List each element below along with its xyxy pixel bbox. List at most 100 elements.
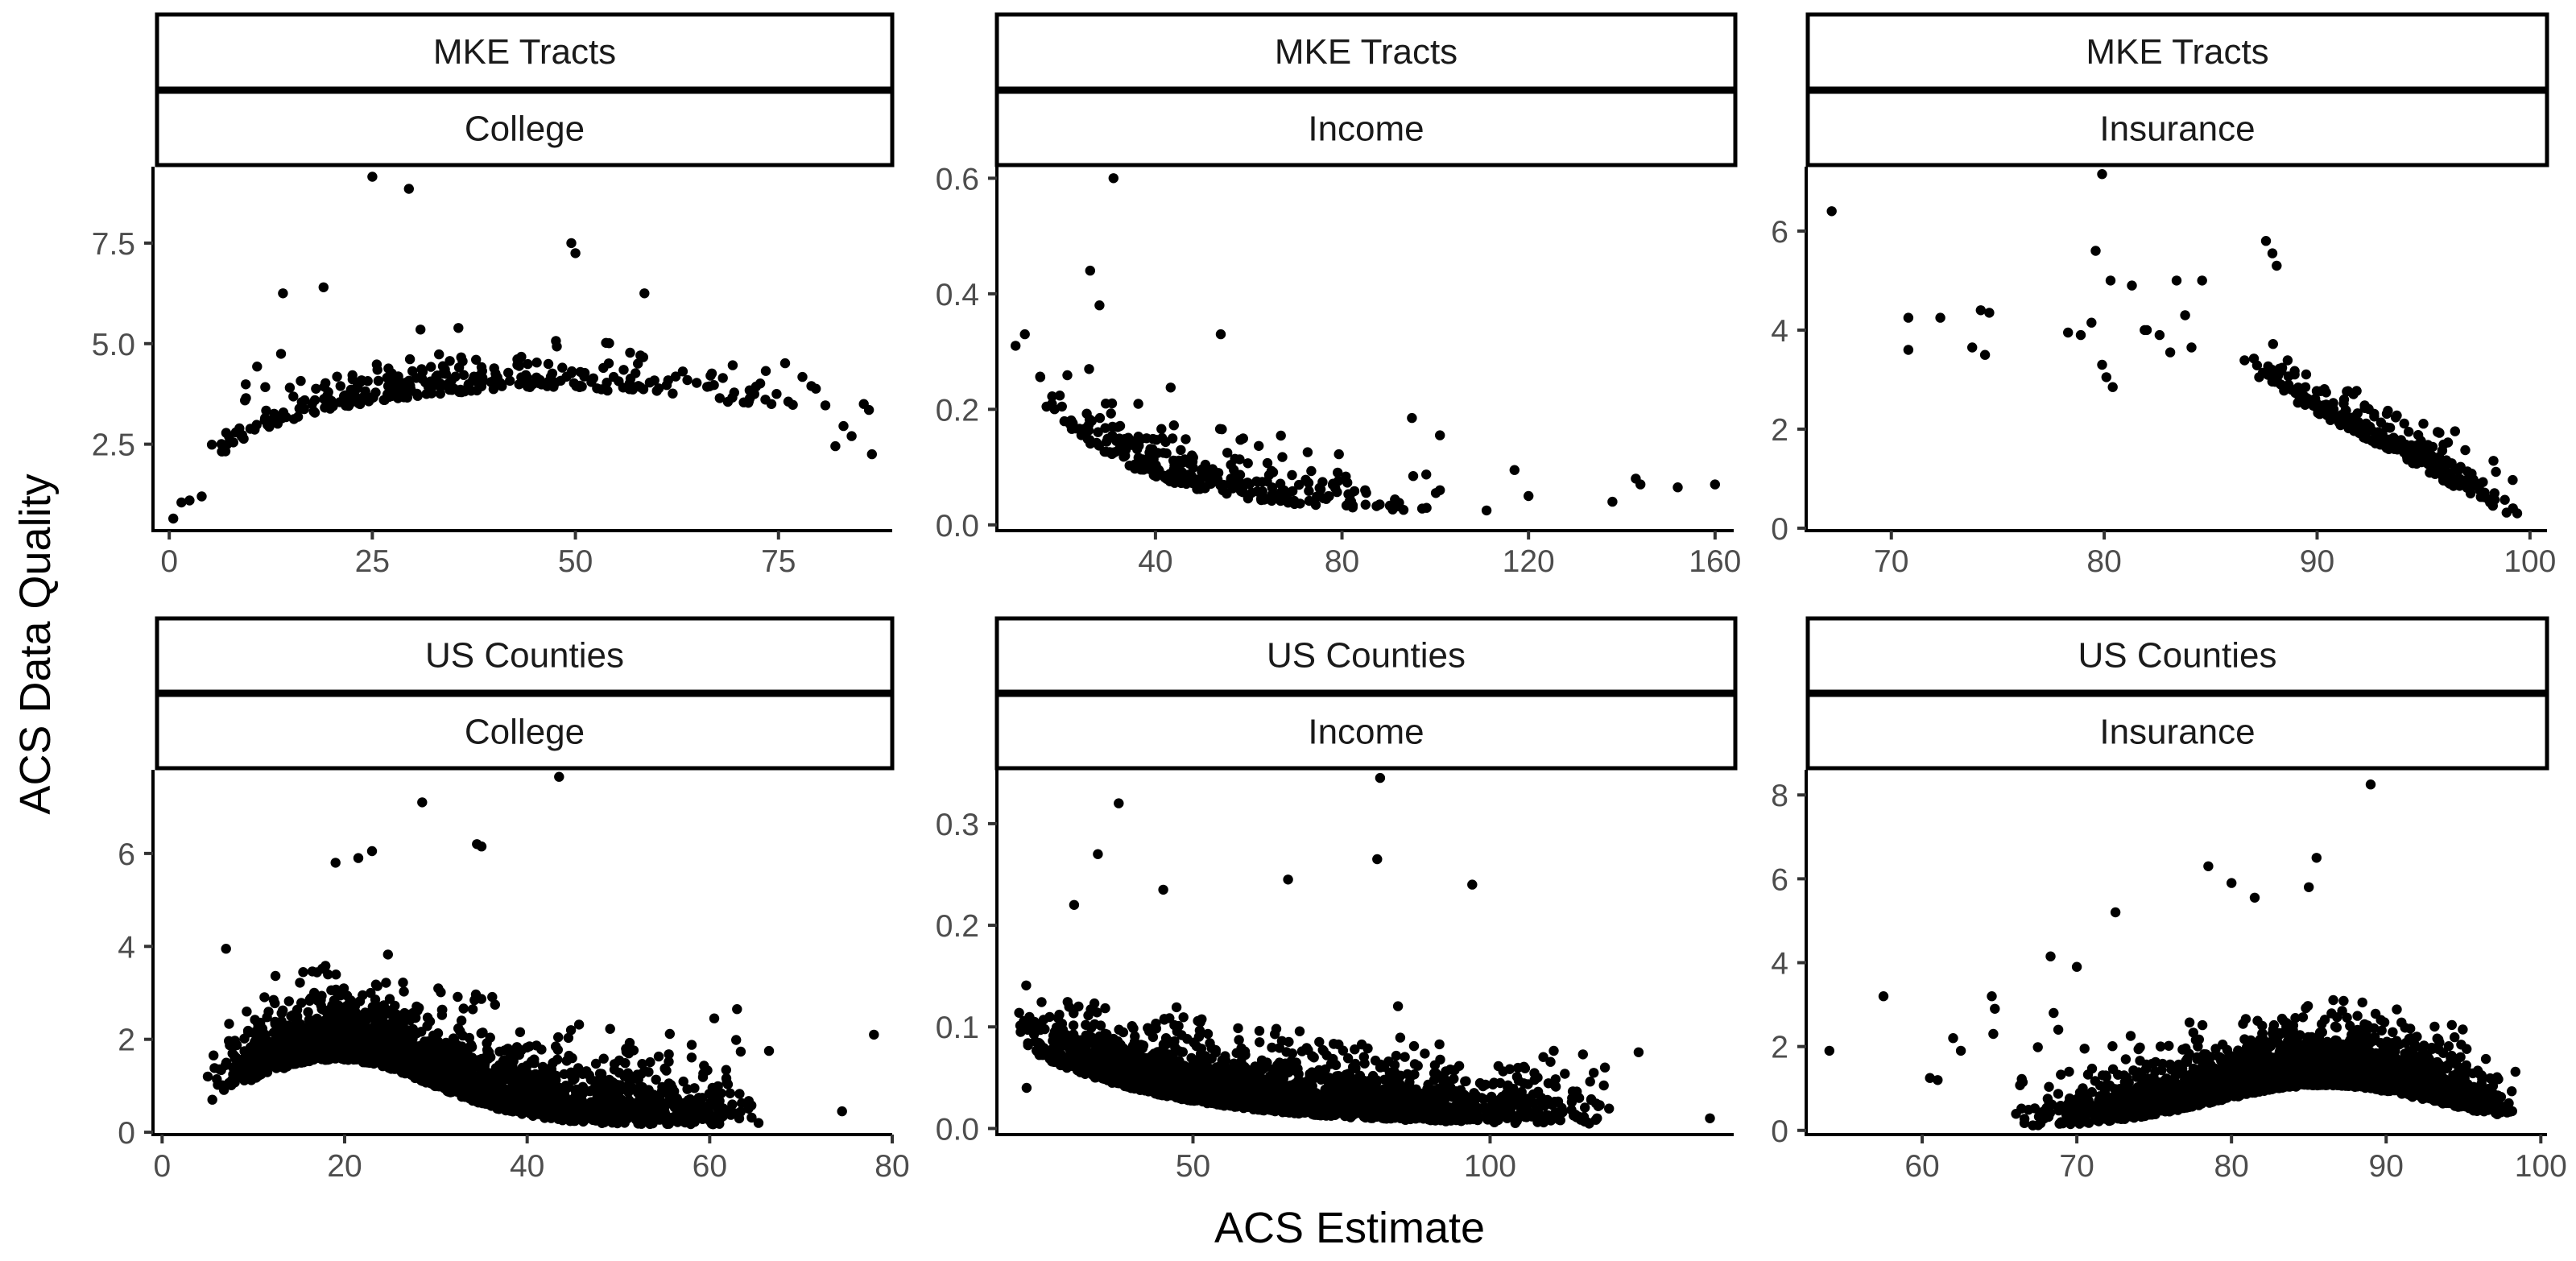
data-point — [306, 1027, 317, 1037]
data-point — [298, 967, 308, 978]
points-mke-tracts-college — [168, 172, 878, 524]
data-point — [1187, 457, 1198, 467]
data-point — [2270, 377, 2280, 387]
data-point — [453, 991, 463, 1003]
data-point — [692, 378, 702, 388]
data-point — [466, 1042, 478, 1052]
data-point — [1903, 312, 1914, 323]
strip-variable-box — [1805, 89, 2549, 167]
data-point — [2268, 339, 2278, 349]
data-point — [436, 987, 446, 998]
data-point — [458, 370, 469, 380]
data-point — [311, 383, 321, 394]
data-point — [1580, 1102, 1590, 1113]
data-point — [372, 365, 382, 375]
data-point — [567, 1052, 577, 1064]
data-point — [2369, 408, 2380, 419]
data-point — [326, 1042, 337, 1053]
data-point — [513, 1079, 523, 1089]
data-point — [830, 440, 841, 452]
data-point — [2462, 466, 2473, 477]
data-point — [560, 1091, 570, 1102]
data-point — [1288, 486, 1298, 497]
strip-geography-label: US Counties — [425, 636, 624, 676]
data-point — [2415, 444, 2425, 454]
data-point — [1975, 305, 1986, 316]
data-point — [771, 389, 782, 399]
data-point — [2491, 466, 2501, 478]
data-point — [476, 841, 487, 852]
data-point — [579, 371, 589, 382]
data-point — [221, 1057, 232, 1068]
data-point — [366, 987, 376, 998]
data-point — [668, 388, 678, 399]
data-point — [264, 421, 275, 432]
data-point — [426, 362, 436, 372]
data-point — [1254, 440, 1264, 451]
data-point — [2267, 248, 2278, 258]
data-point — [636, 1118, 647, 1129]
data-point — [309, 407, 320, 418]
data-point — [755, 378, 766, 389]
data-point — [2282, 355, 2293, 366]
data-point — [2330, 411, 2341, 422]
data-point — [467, 1004, 478, 1015]
data-point — [609, 1059, 620, 1069]
data-point — [1252, 486, 1263, 497]
data-point — [838, 420, 849, 432]
data-point — [611, 1090, 622, 1102]
data-point — [601, 337, 611, 348]
data-point — [1599, 1062, 1611, 1073]
data-point — [2328, 404, 2339, 415]
data-point — [417, 374, 428, 384]
data-point — [1392, 1001, 1404, 1011]
strip-geography-label: MKE Tracts — [2086, 32, 2268, 72]
data-point — [1524, 490, 1534, 502]
data-point — [275, 349, 287, 359]
data-point — [1082, 434, 1094, 444]
data-point — [1021, 980, 1032, 991]
data-point — [494, 1060, 505, 1071]
data-point — [2488, 456, 2499, 466]
data-point — [1082, 425, 1094, 436]
data-point — [1598, 1080, 1609, 1091]
data-point — [664, 1056, 674, 1067]
y-tick-label: 2 — [1771, 413, 1788, 448]
data-point — [1106, 408, 1116, 419]
data-point — [661, 1065, 672, 1076]
data-point — [378, 1060, 388, 1072]
data-point — [626, 1074, 637, 1085]
data-point — [735, 1046, 746, 1057]
data-point — [846, 431, 857, 441]
data-point — [1081, 408, 1092, 419]
data-point — [284, 382, 296, 393]
data-point — [511, 1042, 523, 1052]
data-point — [570, 1085, 581, 1097]
strip-variable-box — [155, 693, 895, 771]
data-point — [686, 1052, 697, 1063]
data-point — [678, 1076, 688, 1087]
data-point — [2301, 369, 2312, 380]
data-point — [515, 1027, 526, 1038]
data-point — [407, 1033, 418, 1044]
data-point — [263, 1007, 274, 1017]
data-point — [250, 1015, 260, 1025]
data-point — [704, 381, 715, 391]
data-point — [355, 395, 366, 405]
data-point — [1235, 435, 1246, 445]
data-point — [2347, 422, 2357, 432]
data-point — [633, 1086, 644, 1097]
data-point — [516, 1105, 527, 1116]
data-point — [241, 379, 251, 390]
data-point — [1321, 494, 1332, 504]
data-point — [588, 1114, 598, 1126]
data-point — [2438, 439, 2449, 450]
data-point — [1304, 486, 1314, 496]
data-point — [2263, 361, 2273, 372]
data-point — [729, 387, 739, 398]
data-point — [2272, 260, 2282, 271]
data-point — [288, 414, 300, 424]
data-point — [753, 1118, 764, 1128]
